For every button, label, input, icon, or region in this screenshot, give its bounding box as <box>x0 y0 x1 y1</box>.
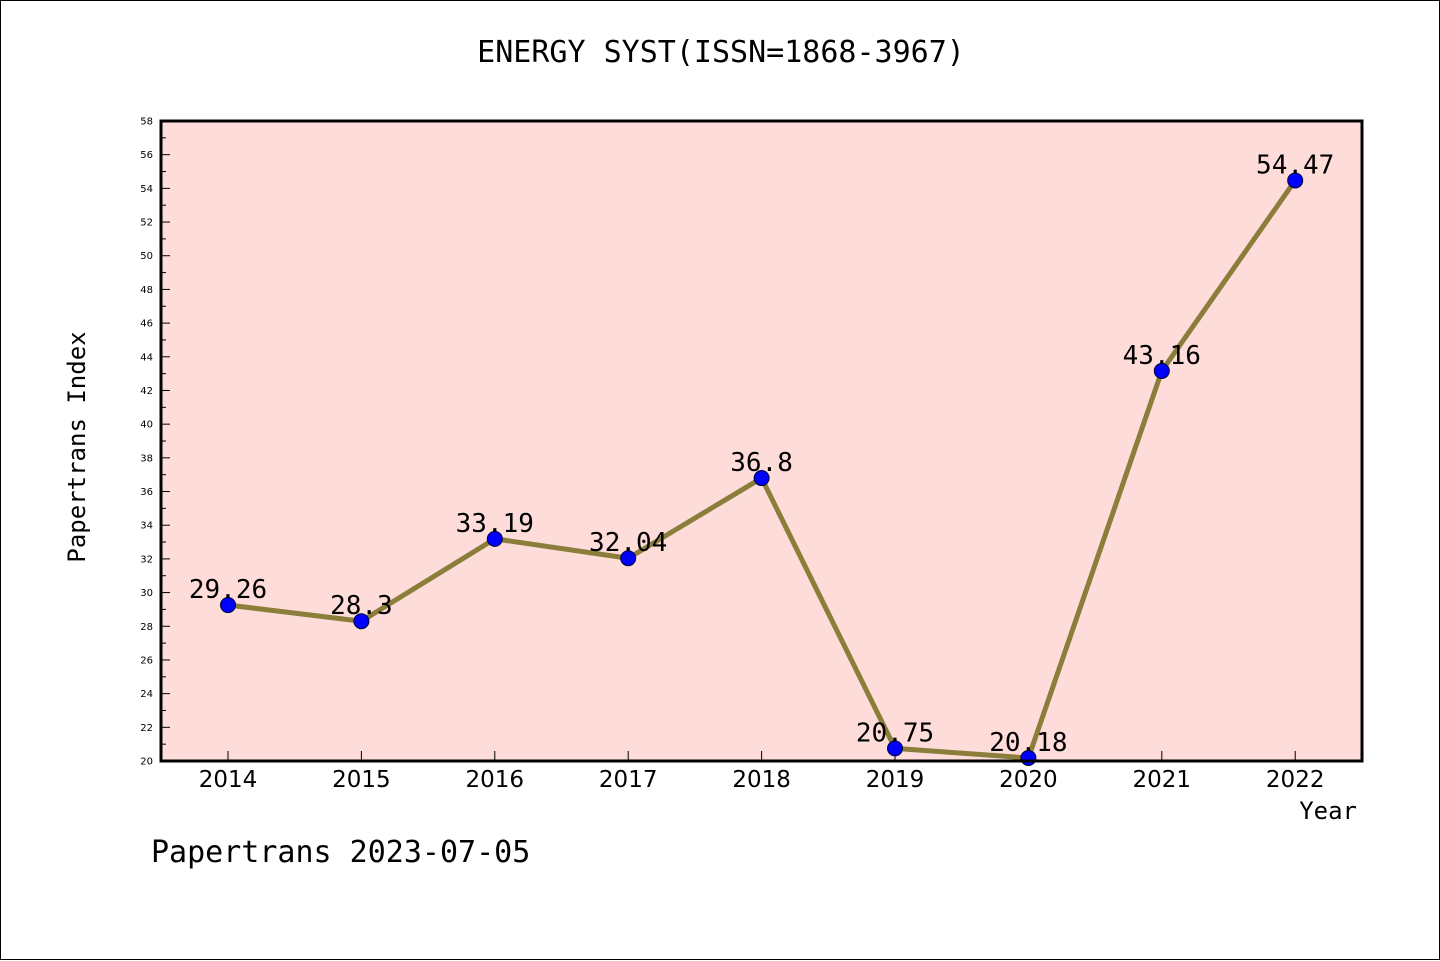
data-point <box>887 740 903 757</box>
x-tick-label: 2022 <box>1266 767 1325 793</box>
data-label: 20.75 <box>856 718 934 748</box>
y-tick-label: 26 <box>140 655 153 666</box>
y-tick-label: 22 <box>140 723 153 734</box>
x-tick-label: 2021 <box>1133 767 1192 793</box>
y-tick-label: 56 <box>140 150 153 161</box>
data-label: 28.3 <box>330 591 393 621</box>
data-point <box>1153 362 1170 379</box>
plot-border <box>159 119 1364 763</box>
y-tick-label: 50 <box>140 251 153 262</box>
data-label: 29.26 <box>189 575 267 605</box>
y-tick-label: 20 <box>140 757 153 768</box>
y-tick-label: 40 <box>140 420 153 431</box>
data-point <box>620 550 637 567</box>
x-tick-label: 2015 <box>332 767 391 793</box>
y-tick-label: 48 <box>140 285 153 296</box>
data-label: 32.04 <box>589 528 667 558</box>
y-tick-label: 34 <box>140 521 153 532</box>
y-tick-label: 52 <box>140 218 153 229</box>
data-point <box>486 530 503 547</box>
x-tick-label: 2020 <box>999 767 1058 793</box>
chart-title: ENERGY SYST(ISSN=1868-3967) <box>477 35 965 70</box>
y-tick-label: 30 <box>140 588 153 599</box>
y-axis: 20 22 24 26 28 30 32 34 36 38 40 42 44 46 48 50 52 54 56 58 <box>140 117 170 768</box>
data-label: 33.19 <box>456 509 534 539</box>
y-tick-label: 42 <box>140 386 153 397</box>
data-label: 43.16 <box>1123 341 1201 371</box>
data-label: 36.8 <box>730 448 793 478</box>
data-label: 20.18 <box>989 728 1067 758</box>
data-point <box>753 470 770 487</box>
y-tick-label: 54 <box>140 184 153 195</box>
y-tick-label: 36 <box>140 487 153 498</box>
y-tick-label: 44 <box>140 352 153 363</box>
y-tick-label: 58 <box>140 117 153 128</box>
x-tick-label: 2014 <box>199 767 258 793</box>
x-tick-label: 2017 <box>599 767 658 793</box>
footer-text: Papertrans 2023-07-05 <box>151 835 531 870</box>
y-tick-label: 38 <box>140 453 153 464</box>
data-point <box>1287 172 1304 189</box>
y-tick-label: 32 <box>140 554 153 565</box>
data-point <box>220 597 236 614</box>
x-axis-label: Year <box>1299 797 1357 825</box>
data-point <box>353 613 370 630</box>
series-group: 29.26 28.3 33.19 32.04 36.8 20.75 20.18 43.16 54… <box>189 150 1334 766</box>
y-tick-label: 24 <box>140 689 153 700</box>
x-tick-label: 2018 <box>732 767 791 793</box>
x-tick-label: 2019 <box>866 767 925 793</box>
y-tick-label: 28 <box>140 622 153 633</box>
x-tick-label: 2016 <box>466 767 525 793</box>
y-tick-label: 46 <box>140 319 153 330</box>
x-axis: 2014 2015 2016 2017 2018 2019 2020 2021 2022 <box>199 751 1325 793</box>
data-label: 54.47 <box>1256 150 1334 180</box>
plot-area <box>161 121 1362 761</box>
